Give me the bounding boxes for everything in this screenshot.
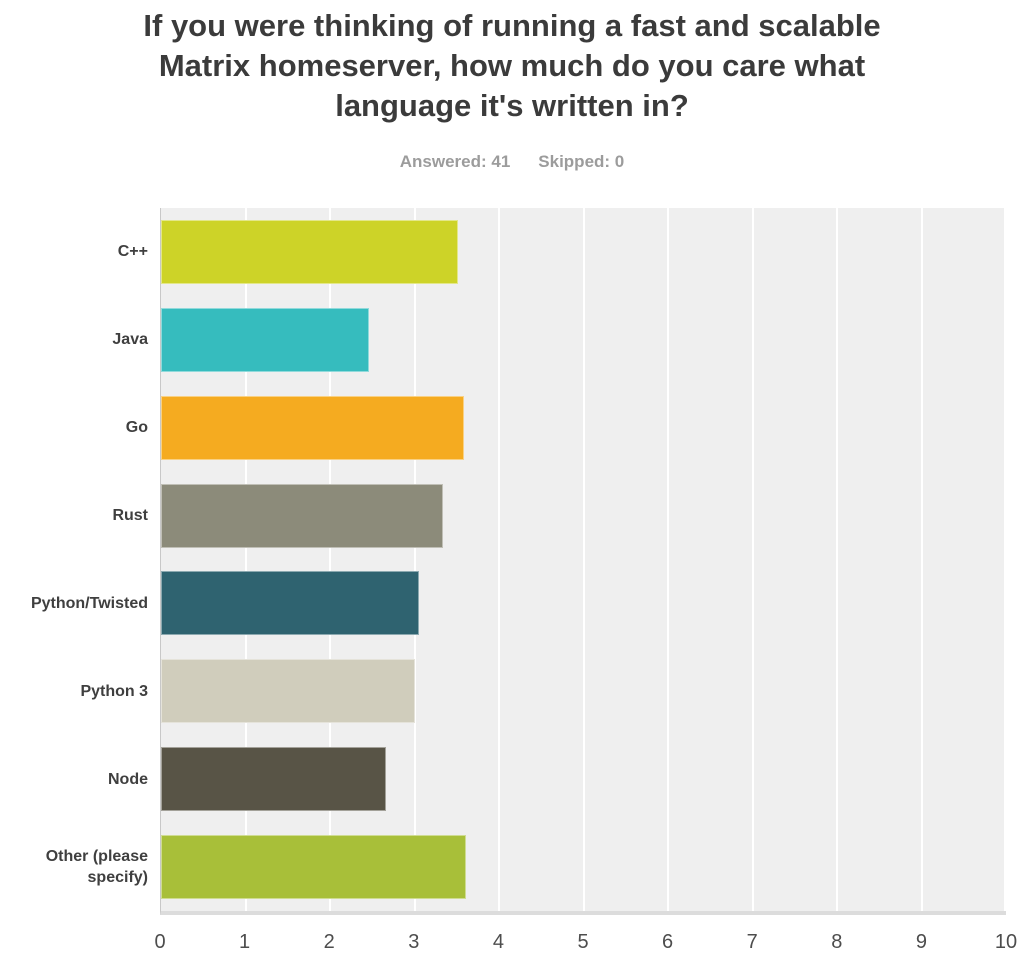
- chart-title: If you were thinking of running a fast a…: [143, 8, 881, 123]
- bar-rust: [161, 483, 444, 548]
- x-tick-label: 1: [239, 931, 251, 953]
- x-tick-label: 0: [154, 931, 166, 953]
- answered-count: Answered: 41: [399, 152, 511, 171]
- category-label-go: Go: [125, 419, 148, 437]
- x-tick-label: 9: [915, 931, 927, 953]
- plot-area: [160, 208, 1006, 915]
- category-labels: C++ Java Go Rust Python/Twisted Python 3 Node O…: [0, 208, 148, 911]
- gridline: [244, 208, 247, 911]
- x-tick-label: 3: [408, 931, 420, 953]
- category-label-other-please-specify: Other (please specify): [45, 848, 148, 887]
- bar-python-twisted: [161, 571, 419, 636]
- gridline: [329, 208, 331, 911]
- bar-java: [161, 307, 369, 372]
- response-stats: Answered: 41 Skipped: 0: [0, 152, 1024, 172]
- x-axis: 0 1 2 3 4 5 6 7 8 9 10: [154, 931, 1017, 959]
- gridline: [582, 208, 585, 911]
- category-label-python-twisted: Python/Twisted: [30, 594, 148, 612]
- gridline: [1004, 208, 1006, 911]
- bar-node: [161, 747, 386, 812]
- skipped-count: Skipped: 0: [538, 152, 625, 171]
- gridline: [751, 208, 754, 911]
- x-tick-label: 5: [577, 931, 589, 953]
- category-label-java: Java: [112, 331, 148, 349]
- x-tick-label: 7: [746, 931, 758, 953]
- x-tick-label: 2: [323, 931, 335, 953]
- bar-go: [161, 395, 465, 460]
- x-tick-label: 10: [994, 931, 1018, 953]
- category-label-rust: Rust: [112, 507, 148, 525]
- x-tick-label: 8: [831, 931, 843, 953]
- gridline: [413, 208, 416, 911]
- x-tick-label: 4: [492, 931, 504, 953]
- gridline: [920, 208, 923, 911]
- x-tick-label: 6: [662, 931, 674, 953]
- bar-c: [161, 219, 458, 284]
- bar-python-3: [161, 659, 415, 724]
- gridline: [836, 208, 838, 911]
- gridline: [498, 208, 500, 911]
- bar-other-please-specify: [161, 835, 467, 900]
- gridline: [667, 208, 669, 911]
- category-label-python-3: Python 3: [80, 682, 148, 700]
- category-label-c: C++: [117, 243, 148, 261]
- category-label-node: Node: [108, 770, 148, 788]
